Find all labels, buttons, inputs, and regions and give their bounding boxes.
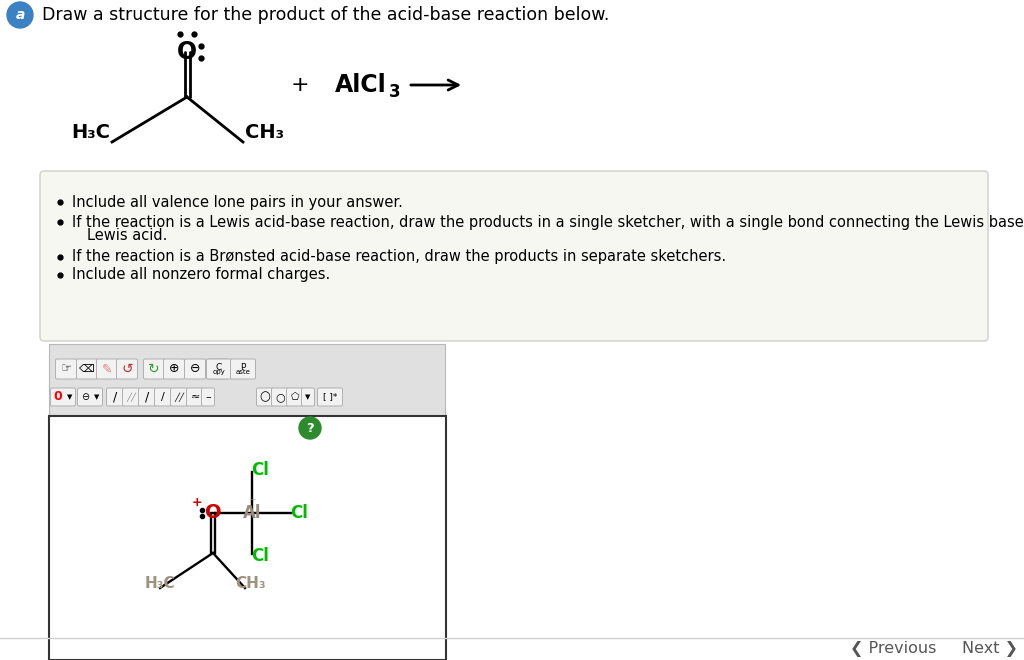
FancyBboxPatch shape (301, 388, 314, 406)
Text: Cl: Cl (251, 461, 269, 479)
Text: –: – (205, 392, 211, 402)
Text: ╱╱: ╱╱ (174, 392, 184, 402)
Text: ❮ Previous: ❮ Previous (850, 641, 936, 657)
Text: ↺: ↺ (121, 362, 133, 376)
Text: AlCl: AlCl (335, 73, 387, 97)
Text: Al: Al (243, 504, 261, 522)
Text: [ ]*: [ ]* (323, 393, 337, 401)
Text: ○: ○ (275, 392, 285, 402)
Text: /: / (161, 392, 165, 402)
Text: ○: ○ (259, 391, 270, 403)
Circle shape (299, 417, 321, 439)
Text: Cl: Cl (290, 504, 308, 522)
Text: H₃C: H₃C (144, 576, 175, 591)
Bar (49, 416, 446, 660)
Text: /: / (113, 391, 117, 403)
FancyBboxPatch shape (78, 388, 102, 406)
Text: +: + (291, 75, 309, 95)
Text: ⊖: ⊖ (189, 362, 201, 376)
Text: ≈: ≈ (190, 392, 200, 402)
Text: opy: opy (213, 369, 225, 375)
FancyBboxPatch shape (50, 388, 76, 406)
FancyBboxPatch shape (155, 388, 171, 406)
Text: ↻: ↻ (148, 362, 160, 376)
Text: ▼: ▼ (68, 394, 73, 400)
Text: /: / (144, 391, 150, 403)
Text: O: O (177, 40, 197, 64)
Text: 0: 0 (53, 391, 62, 403)
Text: +: + (191, 496, 203, 508)
FancyBboxPatch shape (96, 359, 118, 379)
Text: Lewis acid.: Lewis acid. (87, 228, 167, 244)
FancyBboxPatch shape (271, 388, 289, 406)
Text: 3: 3 (389, 83, 400, 101)
FancyBboxPatch shape (287, 388, 303, 406)
FancyBboxPatch shape (184, 359, 206, 379)
Text: CH₃: CH₃ (236, 576, 266, 591)
Text: C: C (216, 362, 222, 372)
Text: ⌫: ⌫ (79, 364, 95, 374)
FancyBboxPatch shape (202, 388, 214, 406)
Text: ✎: ✎ (101, 362, 113, 376)
Text: CH₃: CH₃ (245, 123, 284, 141)
FancyBboxPatch shape (40, 171, 988, 341)
Text: ╱╱: ╱╱ (126, 392, 136, 402)
Text: Include all nonzero formal charges.: Include all nonzero formal charges. (72, 267, 331, 282)
Text: Include all valence lone pairs in your answer.: Include all valence lone pairs in your a… (72, 195, 402, 209)
FancyBboxPatch shape (317, 388, 342, 406)
Text: ▼: ▼ (94, 394, 99, 400)
Text: P: P (241, 362, 246, 372)
FancyBboxPatch shape (55, 359, 77, 379)
FancyBboxPatch shape (256, 388, 273, 406)
Text: Draw a structure for the product of the acid-base reaction below.: Draw a structure for the product of the … (42, 6, 609, 24)
Circle shape (7, 2, 33, 28)
Text: Next ❯: Next ❯ (962, 641, 1018, 657)
Text: H₃C: H₃C (71, 123, 110, 141)
Text: ?: ? (306, 422, 314, 434)
Text: ☞: ☞ (60, 362, 72, 376)
FancyBboxPatch shape (123, 388, 139, 406)
Text: aste: aste (236, 369, 251, 375)
FancyBboxPatch shape (106, 388, 124, 406)
Text: O: O (205, 504, 221, 523)
Bar (49, 344, 445, 416)
FancyBboxPatch shape (230, 359, 256, 379)
FancyBboxPatch shape (186, 388, 204, 406)
FancyBboxPatch shape (171, 388, 187, 406)
Text: ▼: ▼ (305, 394, 310, 400)
FancyBboxPatch shape (77, 359, 97, 379)
Text: If the reaction is a Lewis acid-base reaction, draw the products in a single ske: If the reaction is a Lewis acid-base rea… (72, 214, 1024, 230)
Text: ⬠: ⬠ (291, 392, 299, 402)
FancyBboxPatch shape (117, 359, 137, 379)
FancyBboxPatch shape (143, 359, 165, 379)
Text: ⊖: ⊖ (81, 392, 89, 402)
Text: ⊕: ⊕ (169, 362, 179, 376)
Text: ⁻: ⁻ (248, 496, 256, 510)
FancyBboxPatch shape (208, 359, 228, 379)
FancyBboxPatch shape (164, 359, 184, 379)
FancyBboxPatch shape (138, 388, 156, 406)
Text: If the reaction is a Brønsted acid-base reaction, draw the products in separate : If the reaction is a Brønsted acid-base … (72, 249, 726, 265)
Text: Cl: Cl (251, 547, 269, 565)
FancyBboxPatch shape (207, 359, 231, 379)
Text: a: a (15, 8, 25, 22)
